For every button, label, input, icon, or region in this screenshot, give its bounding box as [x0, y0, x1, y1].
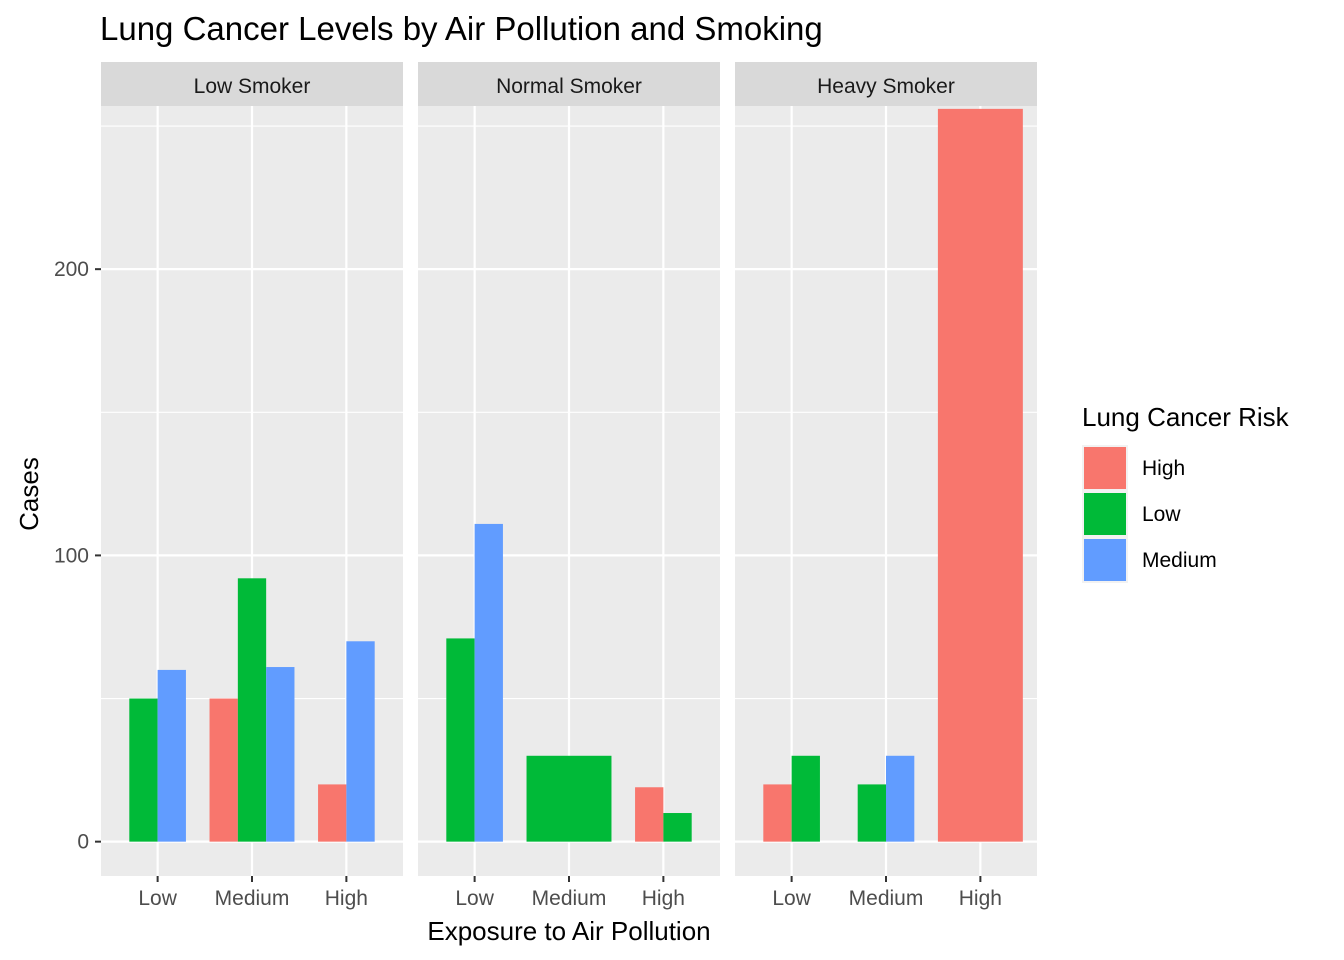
legend-label: High: [1142, 457, 1185, 480]
facet-low-smoker: Low Smoker Low Medium High: [101, 62, 403, 910]
legend-label: Medium: [1142, 549, 1217, 572]
legend-swatch: [1084, 493, 1126, 535]
legend-item-medium: Medium: [1082, 537, 1217, 583]
facet-strip-label: Normal Smoker: [496, 75, 642, 98]
facet-panels: Low Smoker Low Medium High Normal Smoker Low M…: [101, 62, 1037, 910]
bar-normal-smoker-high-high: [635, 787, 664, 842]
legend-item-low: Low: [1082, 491, 1181, 537]
facet-normal-smoker: Normal Smoker Low Medium High: [418, 62, 720, 910]
x-tick-label: High: [959, 887, 1002, 910]
x-tick-label: Low: [772, 887, 811, 910]
bar-heavy-smoker-medium-low: [857, 784, 886, 842]
facet-strip-label: Heavy Smoker: [817, 75, 955, 98]
y-tick-label: 200: [54, 258, 89, 281]
x-tick-label: High: [642, 887, 685, 910]
bar-normal-smoker-medium-low: [526, 755, 612, 842]
y-axis-label: Cases: [14, 457, 44, 531]
bar-normal-smoker-low-medium: [474, 523, 503, 842]
facet-strip: [101, 62, 403, 106]
bar-low-smoker-medium-high: [209, 698, 238, 842]
bar-low-smoker-high-medium: [346, 641, 375, 842]
facet-strip-label: Low Smoker: [194, 75, 311, 98]
legend-title: Lung Cancer Risk: [1082, 402, 1290, 432]
bar-low-smoker-low-medium: [157, 669, 186, 842]
facet-heavy-smoker: Heavy Smoker Low Medium High: [735, 62, 1037, 910]
x-tick-label: Medium: [215, 887, 290, 910]
legend-swatch: [1084, 539, 1126, 581]
legend: Lung Cancer Risk High Low Medium: [1082, 402, 1290, 583]
y-tick-label: 100: [54, 544, 89, 567]
bar-low-smoker-medium-medium: [266, 667, 295, 842]
bar-low-smoker-low-low: [129, 698, 158, 842]
legend-swatch: [1084, 447, 1126, 489]
x-tick-label: Medium: [849, 887, 924, 910]
x-axis-label: Exposure to Air Pollution: [427, 916, 710, 946]
y-axis: 0 100 200: [54, 258, 101, 854]
bar-heavy-smoker-low-low: [791, 755, 820, 842]
x-tick-label: High: [325, 887, 368, 910]
bar-heavy-smoker-high-high: [937, 108, 1023, 842]
y-tick-label: 0: [77, 831, 89, 854]
bar-normal-smoker-high-low: [663, 813, 692, 842]
bar-heavy-smoker-low-high: [763, 784, 792, 842]
legend-item-high: High: [1082, 445, 1185, 491]
facet-strip: [735, 62, 1037, 106]
facet-strip: [418, 62, 720, 106]
bar-normal-smoker-low-low: [446, 638, 475, 842]
legend-label: Low: [1142, 503, 1181, 526]
bar-low-smoker-medium-low: [237, 578, 267, 842]
bar-low-smoker-high-high: [318, 784, 347, 842]
x-tick-label: Low: [138, 887, 177, 910]
bar-heavy-smoker-medium-medium: [886, 755, 915, 842]
x-tick-label: Medium: [532, 887, 607, 910]
chart-title: Lung Cancer Levels by Air Pollution and …: [100, 10, 823, 47]
x-tick-label: Low: [455, 887, 494, 910]
